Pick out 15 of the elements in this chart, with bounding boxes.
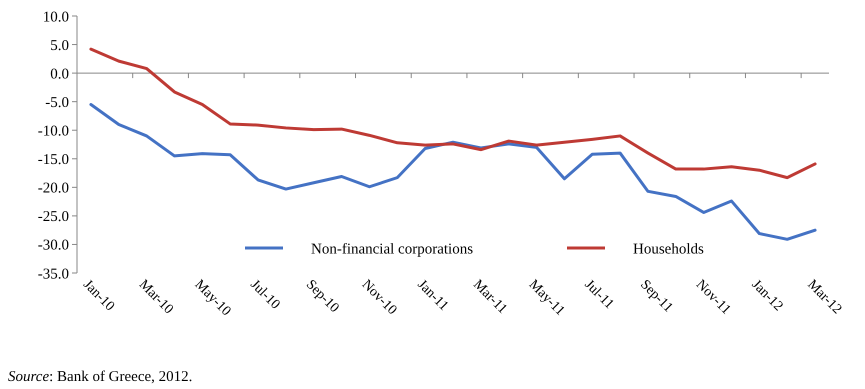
y-tick-label: -5.0: [45, 94, 69, 111]
legend-label: Non-financial corporations: [311, 241, 474, 258]
line-series: [89, 103, 817, 241]
source-note: Source: Bank of Greece, 2012.: [8, 369, 192, 385]
y-tick-label: 10.0: [42, 9, 69, 26]
legend-label: Households: [633, 241, 704, 258]
y-tick-label: -35.0: [38, 266, 69, 282]
y-tick-label: -10.0: [38, 123, 69, 140]
y-tick-label: -30.0: [38, 238, 69, 254]
line-series: [89, 48, 817, 180]
y-tick-label: -25.0: [38, 209, 69, 226]
y-tick-label: 0.0: [50, 66, 69, 82]
y-tick-label: 5.0: [50, 38, 69, 54]
y-tick-label: -20.0: [38, 180, 69, 197]
y-tick-label: -15.0: [38, 152, 69, 168]
